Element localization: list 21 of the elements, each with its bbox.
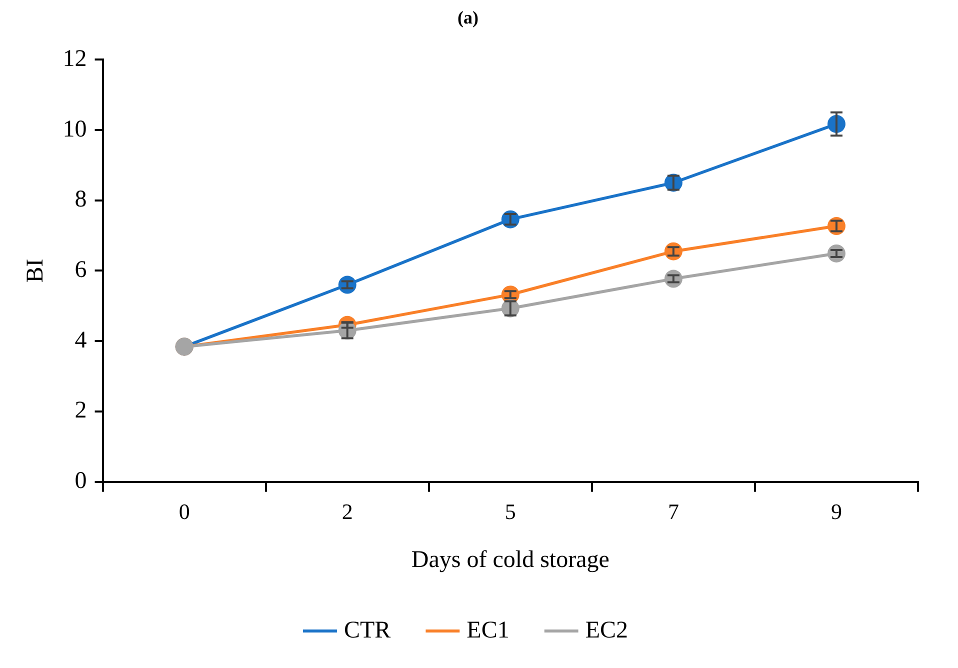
y-tick-label: 6 <box>74 256 87 283</box>
legend-label: CTR <box>344 617 391 644</box>
point <box>827 217 846 236</box>
chart-title: (a) <box>458 7 478 28</box>
x-tick-label: 0 <box>178 498 190 524</box>
x-tick-label: 2 <box>342 498 353 524</box>
y-tick-label: 4 <box>74 327 87 354</box>
x-tick-label: 5 <box>504 498 516 524</box>
y-tick-label: 12 <box>62 46 87 72</box>
x-axis-title: Days of cold storage <box>411 546 610 573</box>
y-tick-label: 0 <box>74 468 87 494</box>
x-tick-label: 7 <box>668 498 679 524</box>
y-axis-title: BI <box>22 258 49 283</box>
y-tick-label: 2 <box>74 398 87 424</box>
x-tick-label: 9 <box>830 498 842 524</box>
point <box>664 242 682 260</box>
y-tick-label: 8 <box>74 186 87 213</box>
point <box>501 210 520 228</box>
legend-label: EC2 <box>585 617 628 644</box>
y-tick-label: 10 <box>62 116 87 142</box>
legend-label: EC1 <box>466 617 510 644</box>
